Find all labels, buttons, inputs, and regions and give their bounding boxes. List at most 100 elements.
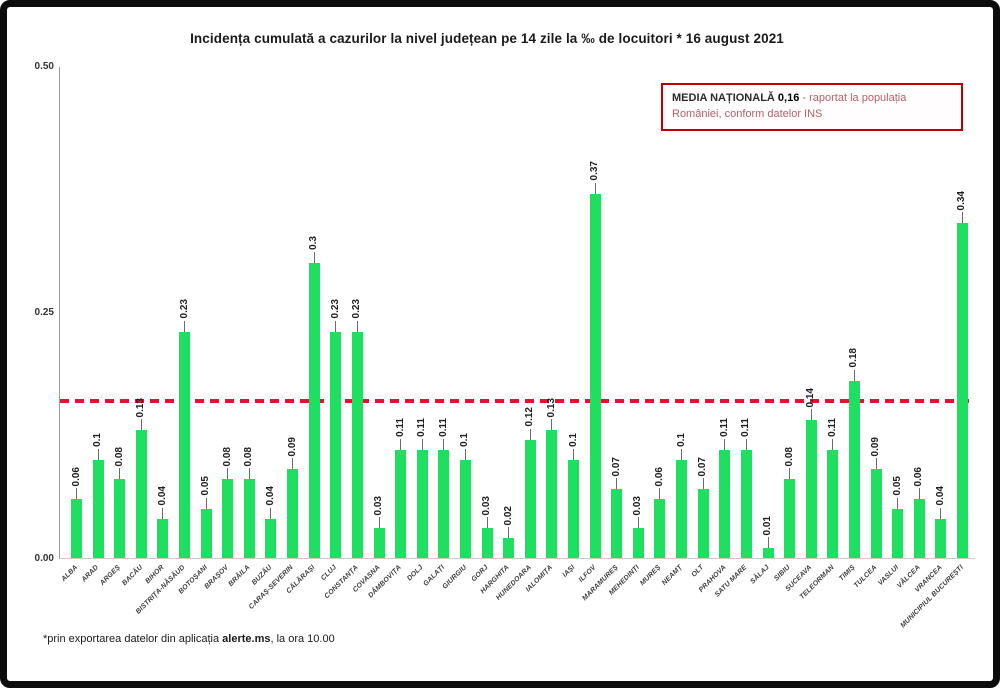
- label-leader-line: [443, 438, 445, 450]
- bar-slot: 0.37 ILFOV: [578, 67, 606, 584]
- label-leader-line: [97, 448, 99, 460]
- bar-value-label: 0.1: [459, 432, 471, 447]
- label-leader-line: [745, 438, 747, 450]
- x-category-label: SIBIU: [773, 564, 793, 583]
- bar-value-label: 0.18: [848, 348, 860, 368]
- bar-value-label: 0.05: [200, 476, 212, 496]
- bar-slot: 0.05 VASLUI: [877, 67, 908, 587]
- bar: [135, 430, 147, 558]
- bar-value-label: 0.06: [653, 466, 665, 486]
- bar-value-label: 0.07: [610, 456, 622, 477]
- bar: [222, 479, 234, 558]
- bar-slot: 0.01 SĂLAJ: [749, 67, 779, 586]
- x-category-label: SĂLAJ: [748, 564, 771, 586]
- label-leader-line: [486, 517, 488, 529]
- bar-slot: 0.06 VÂLCEA: [896, 67, 930, 590]
- bar-slot: 0.11 GALAȚI: [423, 67, 454, 588]
- bar-slot: 0.04 BUZĂU: [251, 67, 281, 587]
- bar: [719, 449, 731, 558]
- bar-value-label: 0.09: [870, 436, 882, 457]
- label-leader-line: [767, 537, 769, 549]
- label-leader-line: [637, 517, 639, 529]
- y-tick-label: 0.25: [34, 307, 54, 318]
- bar-value-label: 0.12: [524, 407, 536, 427]
- bar-slot: 0.18 TIMIȘ: [838, 67, 865, 583]
- bar-slot: 0.05 BOTOȘANI: [177, 67, 217, 596]
- bar-value-label: 0.06: [913, 466, 925, 486]
- bar-slot: 0.11 DOLJ: [406, 67, 433, 582]
- bar: [956, 223, 968, 558]
- label-leader-line: [248, 468, 250, 480]
- bar-slot: 0.08 BRĂILA: [228, 67, 260, 588]
- label-leader-line: [702, 478, 704, 490]
- x-category-label: NEAMȚ: [661, 564, 685, 587]
- bar-slot: 0.1 GIURGIU: [441, 67, 476, 591]
- label-leader-line: [270, 507, 272, 519]
- bar-slot: 0.23 BISTRIȚA-NĂSĂUD: [135, 67, 195, 616]
- bar-value-label: 0.11: [718, 417, 730, 437]
- bar: [740, 449, 752, 558]
- bar-value-label: 0.1: [675, 432, 687, 447]
- bar-value-label: 0.08: [221, 446, 233, 467]
- label-leader-line: [508, 527, 510, 539]
- bar-slot: 0.11 DÂMBOVIȚA: [368, 67, 411, 600]
- bar: [503, 538, 515, 558]
- bar: [892, 508, 904, 558]
- x-category-label: IAȘI: [561, 564, 576, 579]
- bar-slot: 0.3 CĂLĂRAȘI: [286, 67, 325, 595]
- bar-slot: 0.1 ARAD: [81, 67, 109, 584]
- national-average-value: 0,16: [777, 92, 800, 104]
- bar-slot: 0.08 BRAȘOV: [204, 67, 238, 591]
- label-leader-line: [335, 320, 337, 332]
- bar: [676, 459, 688, 558]
- bar-value-label: 0.03: [632, 496, 644, 516]
- label-leader-line: [897, 497, 899, 509]
- bar: [568, 459, 580, 558]
- x-category-label: DOLJ: [406, 564, 425, 583]
- label-leader-line: [529, 428, 531, 440]
- bar-slot: 0.11 SATU MARE: [714, 67, 757, 599]
- bar-value-label: 0.13: [545, 397, 557, 418]
- label-leader-line: [227, 468, 229, 480]
- plot-area: 0.50 0.25 0.00 0.06 ALBA 0.1 ARAD 0.08 ARGEȘ 0…: [35, 61, 975, 629]
- bar-value-label: 0.08: [113, 446, 125, 467]
- label-leader-line: [421, 438, 423, 450]
- bar-value-label: 0.1: [567, 432, 579, 447]
- bar-value-label: 0.11: [394, 417, 406, 437]
- bar-value-label: 0.04: [264, 486, 276, 506]
- bar-value-label: 0.13: [135, 397, 147, 418]
- bar: [265, 518, 277, 558]
- bar-value-label: 0.08: [783, 446, 795, 467]
- label-leader-line: [961, 212, 963, 224]
- label-leader-line: [140, 419, 142, 431]
- bar: [459, 459, 471, 558]
- bar-slot: 0.13 IALOMIȚA: [525, 67, 562, 593]
- x-category-label: ALBA: [59, 564, 79, 584]
- bar-slot: 0.03 COVASNA: [352, 67, 390, 594]
- bar-value-label: 0.3: [308, 235, 320, 250]
- bar-slot: 0.23 CLUJ: [320, 67, 346, 582]
- bar: [870, 469, 882, 558]
- bar: [546, 430, 558, 558]
- x-category-label: GORJ: [470, 564, 490, 584]
- label-leader-line: [594, 182, 596, 194]
- bar-value-label: 0.11: [826, 417, 838, 437]
- label-leader-line: [681, 448, 683, 460]
- bar: [200, 508, 212, 558]
- label-leader-line: [616, 478, 618, 490]
- label-leader-line: [76, 487, 77, 499]
- bar: [373, 528, 385, 558]
- bar: [762, 548, 774, 558]
- bar-slot: 0.06 ALBA: [60, 67, 87, 583]
- footnote-text: , la ora 10.00: [270, 633, 335, 645]
- bar: [784, 479, 796, 558]
- label-leader-line: [724, 438, 726, 450]
- bar-value-label: 0.23: [329, 299, 341, 319]
- bar: [114, 479, 126, 558]
- bar: [351, 331, 363, 558]
- bar-slot: 0.03 GORJ: [470, 67, 498, 583]
- bar-slot: 0.03 MEHEDINȚI: [608, 67, 649, 597]
- footnote: *prin exportarea datelor din aplicația a…: [43, 633, 335, 645]
- bar: [395, 449, 407, 558]
